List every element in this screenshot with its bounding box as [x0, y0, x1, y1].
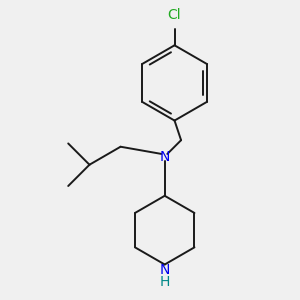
- Text: N: N: [160, 263, 170, 277]
- Text: N: N: [160, 149, 170, 164]
- Text: H: H: [160, 275, 170, 289]
- Text: Cl: Cl: [168, 8, 181, 22]
